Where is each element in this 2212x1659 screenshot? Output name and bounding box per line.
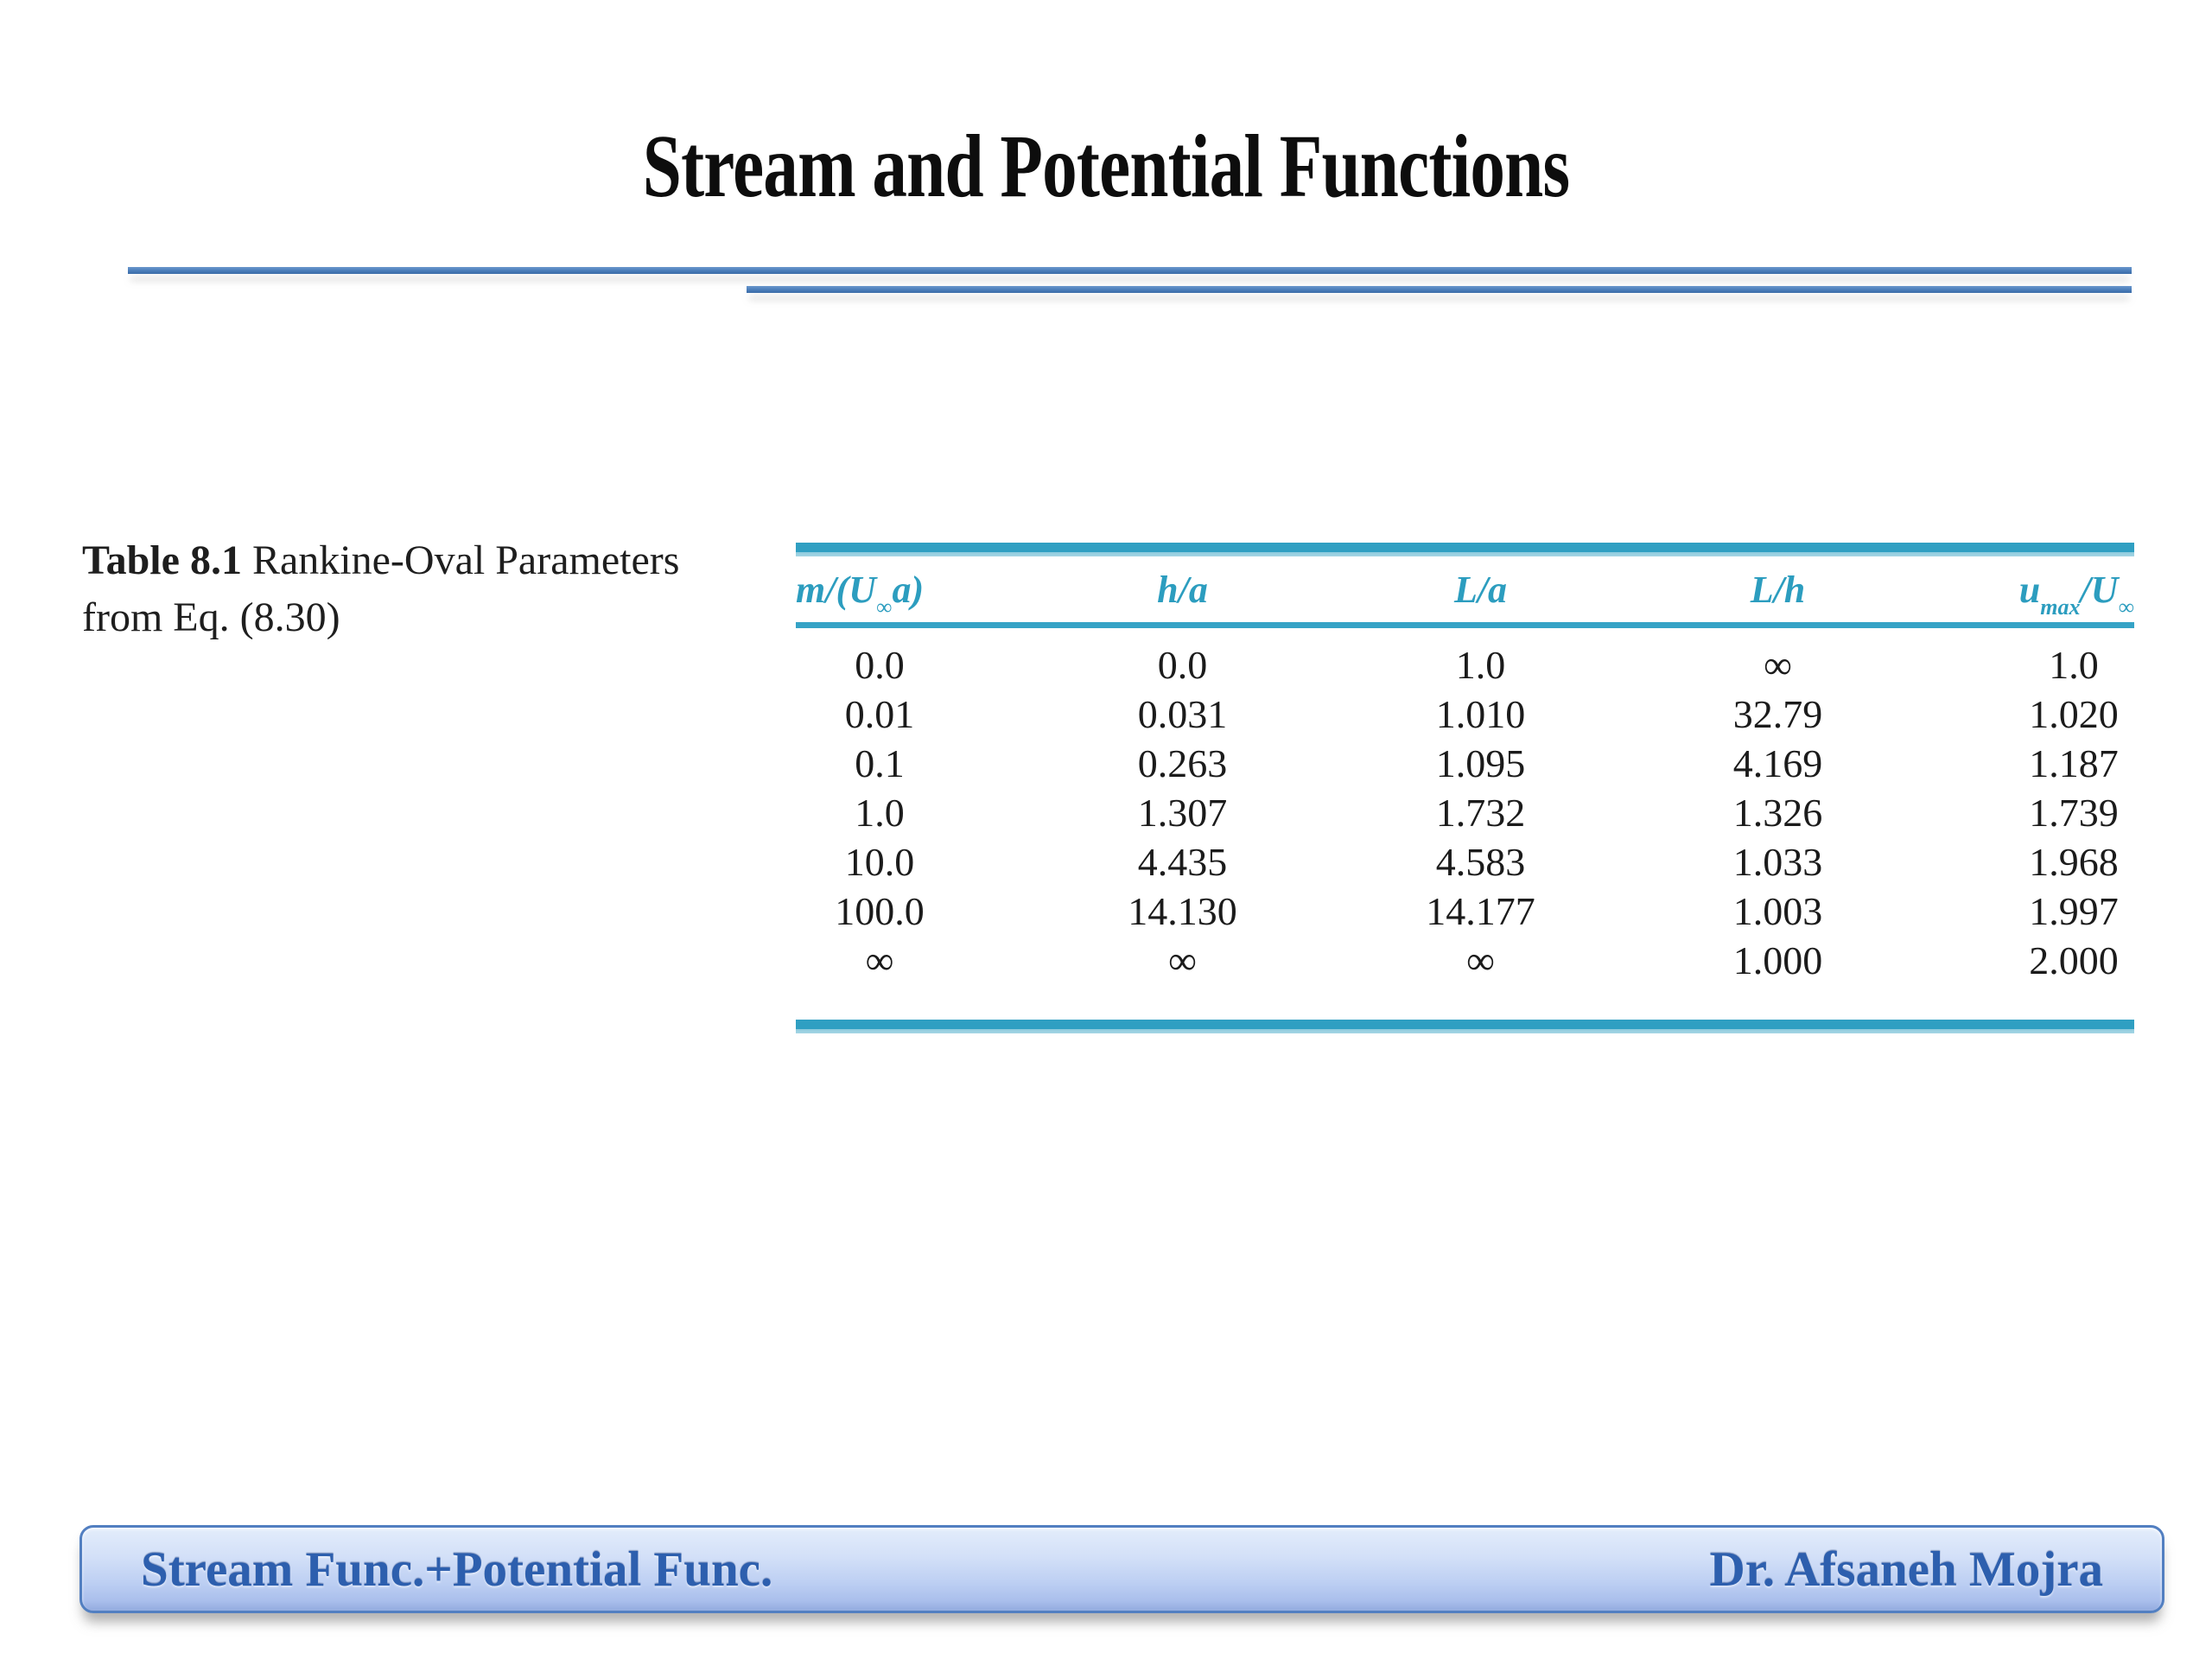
slide-title: Stream and Potential Functions: [642, 117, 1570, 216]
title-divider-line-top: [128, 267, 2132, 274]
table-header-row: m/(U∞a) h/a L/a L/h umax/U∞: [796, 556, 2134, 622]
table-caption-line1: Table 8.1 Rankine-Oval Parameters: [82, 532, 791, 589]
table-cell: 1.010: [1435, 692, 1526, 736]
table-cell: ∞: [865, 938, 894, 982]
table-cell: 1.326: [1732, 791, 1823, 835]
table-cell: 14.130: [1128, 889, 1237, 933]
table-cell: 1.0: [855, 791, 905, 835]
table-header-rule: [796, 622, 2134, 628]
table-caption-label: Table 8.1: [82, 537, 242, 583]
table-cell: 0.0: [1157, 643, 1208, 687]
table-row: 1.0 1.307 1.732 1.326 1.739: [796, 788, 2134, 837]
table-cell: 1.739: [2029, 791, 2119, 835]
table-cell: 1.968: [2029, 840, 2119, 884]
table-row: 0.0 0.0 1.0 ∞ 1.0: [796, 640, 2134, 690]
table-row: 100.0 14.130 14.177 1.003 1.997: [796, 887, 2134, 936]
table-cell: 100.0: [835, 889, 925, 933]
table-cell: 4.169: [1732, 741, 1823, 785]
table-cell: 1.095: [1435, 741, 1526, 785]
col-header-h-over-a: h/a: [1157, 568, 1208, 611]
table-row: 0.1 0.263 1.095 4.169 1.187: [796, 739, 2134, 788]
table-cell: 1.307: [1137, 791, 1228, 835]
table-cell: 32.79: [1732, 692, 1823, 736]
table-cell: 0.031: [1137, 692, 1228, 736]
table-caption: Table 8.1 Rankine-Oval Parameters from E…: [82, 532, 791, 646]
table-cell: 1.033: [1732, 840, 1823, 884]
table-cell: 1.020: [2029, 692, 2119, 736]
table-cell: 1.003: [1732, 889, 1823, 933]
table-cell: 0.01: [844, 692, 915, 736]
footer-left-label: Stream Func.+Potential Func.: [141, 1541, 773, 1597]
title-divider-line-bottom: [747, 286, 2132, 293]
footer-bar: Stream Func.+Potential Func. Dr. Afsaneh…: [79, 1525, 2164, 1613]
table-cell: 0.1: [855, 741, 905, 785]
table-cell: 1.0: [1455, 643, 1506, 687]
col-header-L-over-a: L/a: [1453, 568, 1508, 611]
table-cell: ∞: [1764, 643, 1792, 687]
col-header-L-over-h: L/h: [1750, 568, 1806, 611]
table-top-rule: [796, 543, 2134, 556]
table-cell: 1.732: [1435, 791, 1526, 835]
table-cell: 1.997: [2029, 889, 2119, 933]
table-row: 0.01 0.031 1.010 32.79 1.020: [796, 690, 2134, 739]
table-row: ∞ ∞ ∞ 1.000 2.000: [796, 936, 2134, 985]
table-cell: 4.583: [1435, 840, 1526, 884]
col-header-umax-over-Uinf: umax/U∞: [2018, 568, 2134, 620]
table-bottom-spacer: [796, 985, 2134, 1020]
footer-right-label: Dr. Afsaneh Mojra: [1709, 1541, 2103, 1597]
table-cell: 4.435: [1137, 840, 1228, 884]
table-cell: ∞: [1168, 938, 1197, 982]
table-caption-text: Rankine-Oval Parameters: [241, 537, 680, 583]
table-cell: 1.000: [1732, 938, 1823, 982]
table-cell: 10.0: [844, 840, 915, 884]
table-cell: 1.0: [2049, 643, 2099, 687]
rankine-oval-table: m/(U∞a) h/a L/a L/h umax/U∞ 0.0 0.0 1.0 …: [796, 543, 2134, 1033]
table-row: 10.0 4.435 4.583 1.033 1.968: [796, 837, 2134, 887]
table-caption-line2: from Eq. (8.30): [82, 594, 340, 640]
col-header-m-over-Ua: m/(U∞a): [796, 568, 925, 620]
table-cell: 2.000: [2029, 938, 2119, 982]
table-cell: 14.177: [1426, 889, 1535, 933]
table-cell: 1.187: [2029, 741, 2119, 785]
table-cell: 0.263: [1137, 741, 1228, 785]
table-body: 0.0 0.0 1.0 ∞ 1.0 0.01 0.031 1.010 32.79…: [796, 628, 2134, 985]
table-cell: ∞: [1466, 938, 1495, 982]
table-bottom-rule: [796, 1020, 2134, 1033]
table-cell: 0.0: [855, 643, 905, 687]
